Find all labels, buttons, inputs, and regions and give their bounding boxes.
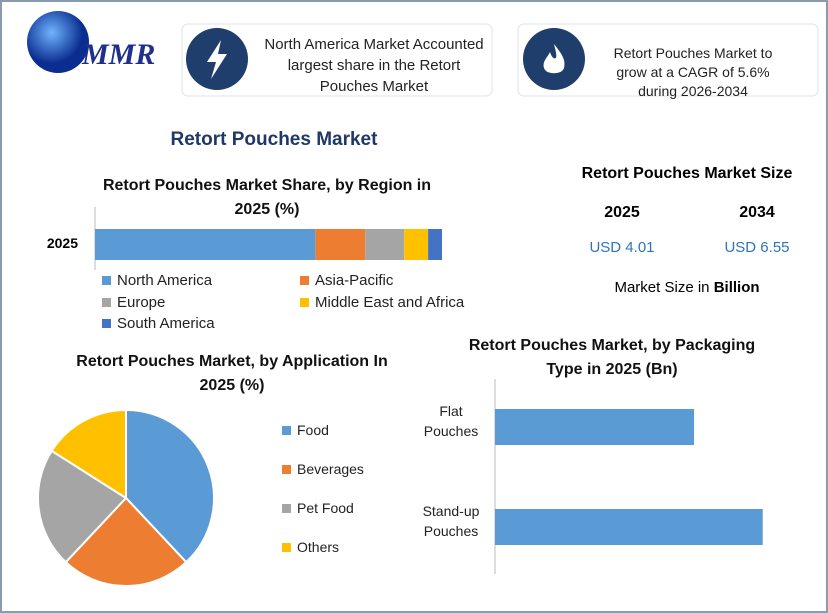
legend-item: Pet Food <box>282 500 354 516</box>
note-text: Market Size in <box>614 279 710 296</box>
bar-segment <box>95 229 316 260</box>
chart-title: Retort Pouches Market Share, by Region i… <box>102 177 432 218</box>
pie-slice <box>37 449 128 564</box>
panel-title: Retort Pouches Market Size <box>581 165 793 182</box>
legend-item: South America <box>102 315 215 332</box>
info-text: Retort Pouches Market to grow at a CAGR … <box>613 45 773 99</box>
year: 2025 <box>604 204 640 221</box>
y-tick-label: Flat Pouches <box>423 403 479 439</box>
legend-swatch <box>102 319 111 328</box>
legend-label: Food <box>297 422 329 438</box>
chart-title: Retort Pouches Market, by Application In… <box>76 353 388 394</box>
legend-label: Asia-Pacific <box>315 272 394 289</box>
bar-segment <box>428 229 442 260</box>
legend-item: North America <box>102 272 212 289</box>
lightning-icon <box>207 40 227 79</box>
info-box <box>181 23 493 97</box>
bar-segment <box>365 229 405 260</box>
size-value: USD 6.55 <box>724 239 790 256</box>
legend-swatch <box>282 503 291 513</box>
legend-item: Middle East and Africa <box>300 294 464 311</box>
legend-label: Pet Food <box>297 500 354 516</box>
legend-label: Beverages <box>297 461 364 477</box>
year: 2034 <box>739 204 775 221</box>
bar-segment <box>404 229 429 260</box>
legend-swatch <box>282 464 291 474</box>
pie-slice <box>125 408 215 564</box>
legend-item: Beverages <box>282 461 364 477</box>
info-text: North America Market Accounted largest s… <box>264 36 484 95</box>
info-box <box>517 23 819 97</box>
legend-label: Others <box>297 539 340 555</box>
flame-icon <box>543 44 565 74</box>
legend-swatch <box>102 297 111 307</box>
legend-label: Europe <box>117 293 166 311</box>
legend-swatch <box>102 276 111 285</box>
legend-item: Food <box>282 422 329 438</box>
pie-slice <box>50 408 127 500</box>
chart-title: Retort Pouches Market, by Packaging Type… <box>468 337 756 378</box>
pie-slice <box>64 496 188 587</box>
bar <box>495 409 695 445</box>
legend-swatch <box>282 425 291 435</box>
legend-label: South America <box>117 315 215 332</box>
legend-swatch <box>300 297 309 307</box>
size-note: Market Size in Billion <box>562 279 812 296</box>
bar-segment <box>315 229 366 260</box>
y-tick-label: 2025 <box>46 235 78 251</box>
note-unit: Billion <box>713 279 760 296</box>
logo-globe <box>27 11 89 73</box>
legend-item: Others <box>282 539 339 555</box>
logo-text: MMR <box>82 38 156 71</box>
main-title: Retort Pouches Market <box>170 129 378 150</box>
bar <box>495 509 763 545</box>
y-tick-label: Stand-up Pouches <box>422 503 480 539</box>
legend-label: North America <box>117 272 213 289</box>
legend-label: Middle East and Africa <box>315 293 465 311</box>
legend-swatch <box>282 542 291 552</box>
legend-swatch <box>300 276 309 285</box>
legend-item: Europe <box>102 294 165 311</box>
legend-item: Asia-Pacific <box>300 272 393 289</box>
size-value: USD 4.01 <box>589 239 655 256</box>
